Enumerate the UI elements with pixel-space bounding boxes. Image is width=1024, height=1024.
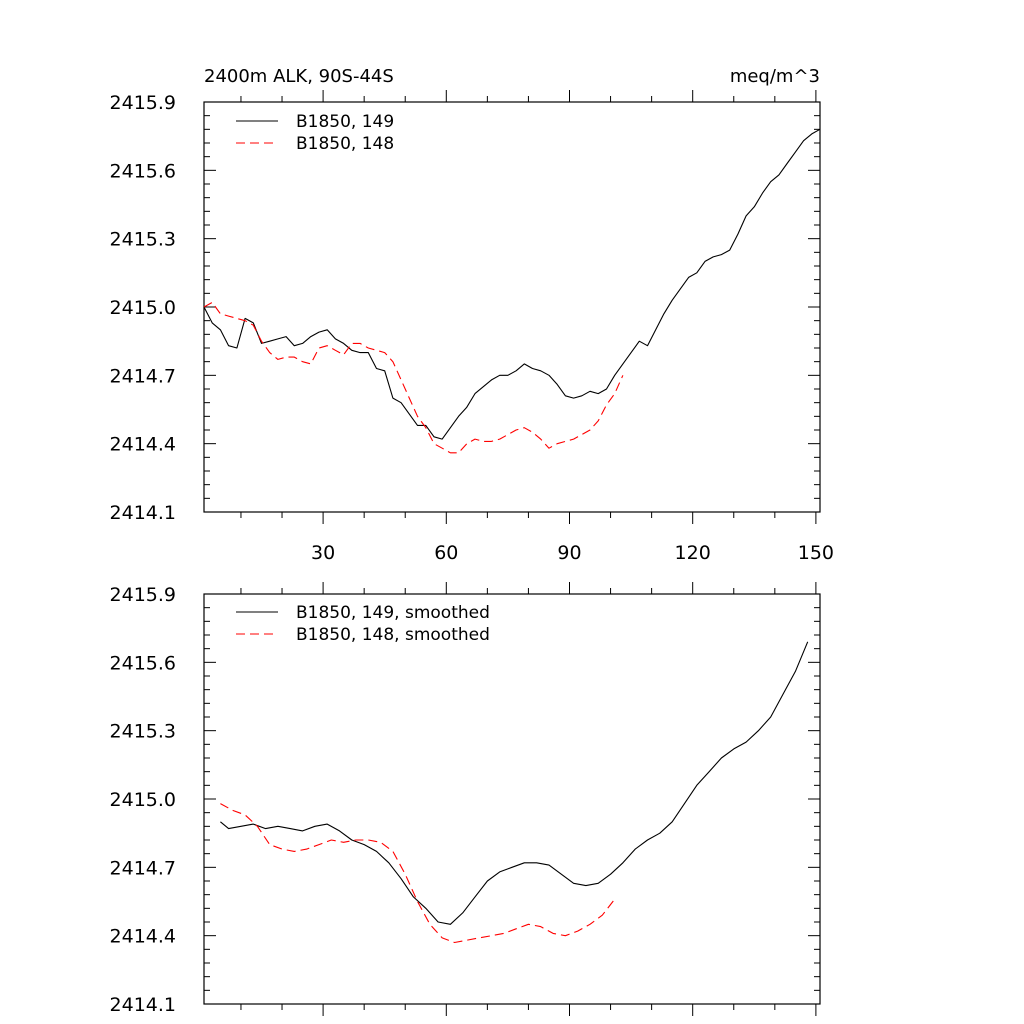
panel-title-right: meq/m^3 <box>730 66 820 87</box>
x-tick-label: 120 <box>675 542 711 564</box>
legend-label-series-1: B1850, 149, smoothed <box>296 603 490 623</box>
panel-title-left: 2400m ALK, 90S-44S <box>204 66 394 87</box>
y-tick-label: 2415.9 <box>110 584 176 606</box>
y-tick-label: 2415.3 <box>110 721 176 743</box>
series-lines <box>203 128 821 454</box>
series-line-2 <box>203 301 624 454</box>
series-line-2 <box>220 803 616 944</box>
legend-label-series-2: B1850, 148, smoothed <box>296 625 490 645</box>
axis-ticks <box>204 90 820 524</box>
y-tick-label: 2414.4 <box>110 926 176 948</box>
y-tick-label: 2415.3 <box>110 229 176 251</box>
x-tick-label: 90 <box>557 542 581 564</box>
legend-label-series-2: B1850, 148 <box>296 134 394 154</box>
y-tick-label: 2414.7 <box>110 365 176 387</box>
y-tick-label: 2414.1 <box>110 502 176 524</box>
plot-frame <box>203 593 821 1005</box>
x-tick-label: 150 <box>798 542 834 564</box>
x-tick-label: 30 <box>311 542 335 564</box>
axis-ticks <box>204 582 820 1016</box>
y-tick-label: 2414.7 <box>110 857 176 879</box>
legend-label-series-1: B1850, 149 <box>296 112 394 132</box>
bottom-panel: 2414.1 2414.4 2414.7 2415.0 2415.3 2415.6 2415… <box>110 582 821 1016</box>
y-tick-label: 2414.1 <box>110 994 176 1016</box>
plot-frame <box>203 101 821 513</box>
y-tick-labels: 2414.1 2414.4 2414.7 2415.0 2415.3 2415.6 2415… <box>110 92 176 524</box>
y-tick-labels: 2414.1 2414.4 2414.7 2415.0 2415.3 2415.6 2415… <box>110 584 176 1016</box>
y-tick-label: 2415.0 <box>110 789 176 811</box>
legend: B1850, 149, smoothed B1850, 148, smoothe… <box>236 603 490 645</box>
y-tick-label: 2415.0 <box>110 297 176 319</box>
series-lines <box>220 641 809 944</box>
y-tick-label: 2415.6 <box>110 652 176 674</box>
y-tick-label: 2415.9 <box>110 92 176 114</box>
legend: B1850, 149 B1850, 148 <box>236 112 394 154</box>
y-tick-label: 2415.6 <box>110 160 176 182</box>
x-tick-labels: 30 60 90 120 150 <box>311 542 834 564</box>
y-tick-label: 2414.4 <box>110 434 176 456</box>
series-line-1 <box>220 641 809 925</box>
top-panel: 2400m ALK, 90S-44S meq/m^3 2414.12414.42… <box>110 66 835 564</box>
series-line-1 <box>203 128 821 440</box>
x-tick-label: 60 <box>434 542 458 564</box>
